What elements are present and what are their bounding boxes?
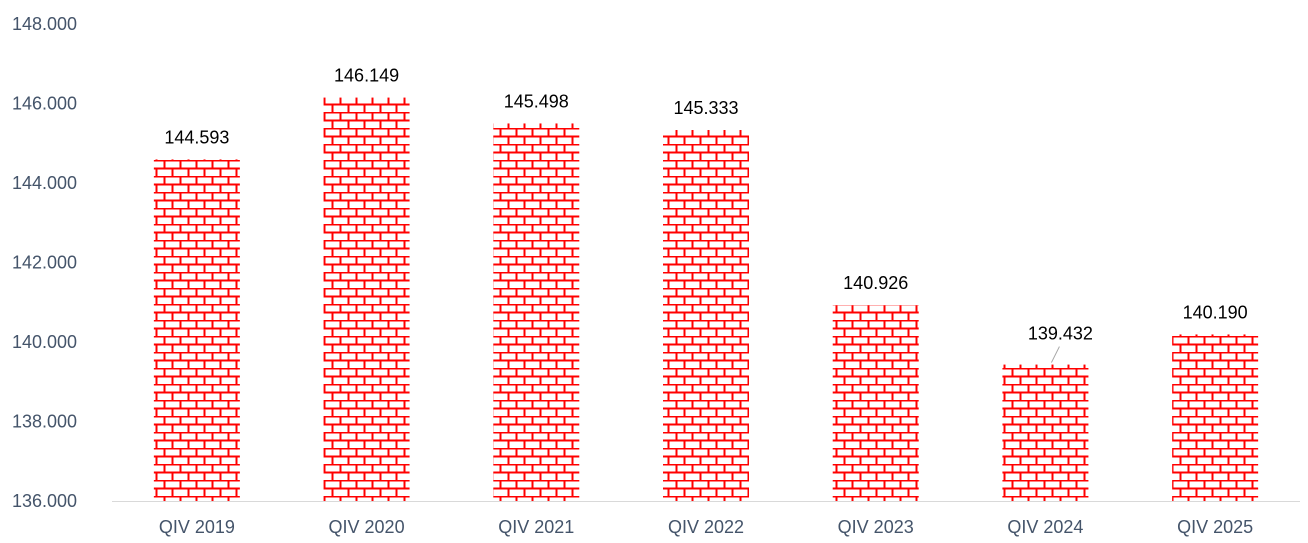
data-label: 146.149 [334,66,399,86]
bar [493,123,580,501]
leader-line [1050,346,1060,363]
y-tick-label: 136.000 [12,491,77,511]
x-axis-ticks: QIV 2019 QIV 2020 QIV 2021 QIV 2022 QIV 2023… [159,517,1253,537]
data-label: 140.926 [843,273,908,293]
data-label: 144.593 [164,127,229,147]
bar [663,130,749,501]
data-label: 145.498 [504,91,569,111]
y-axis-ticks: 136.000 138.000 140.000 142.000 144.000 146.0… [12,14,77,511]
data-label: 145.333 [673,98,738,118]
y-tick-label: 138.000 [12,412,77,432]
bar [832,305,919,501]
bar [1172,334,1259,501]
bar [1002,364,1089,501]
x-tick-label: QIV 2023 [838,517,914,537]
y-tick-label: 142.000 [12,253,77,273]
y-tick-label: 148.000 [12,14,77,34]
data-labels: 144.593 146.149 145.498 145.333 140.926 139.4… [164,66,1248,363]
x-tick-label: QIV 2019 [159,517,235,537]
x-tick-label: QIV 2022 [668,517,744,537]
x-tick-label: QIV 2021 [498,517,574,537]
bar [323,97,410,502]
bars [153,97,1259,502]
x-tick-label: QIV 2020 [329,517,405,537]
x-tick-label: QIV 2024 [1007,517,1083,537]
bar [153,159,240,501]
y-tick-label: 146.000 [12,94,77,114]
data-label: 140.190 [1183,302,1248,322]
y-tick-label: 140.000 [12,332,77,352]
data-label: 139.432 [1028,324,1093,344]
x-tick-label: QIV 2025 [1177,517,1253,537]
y-tick-label: 144.000 [12,173,77,193]
